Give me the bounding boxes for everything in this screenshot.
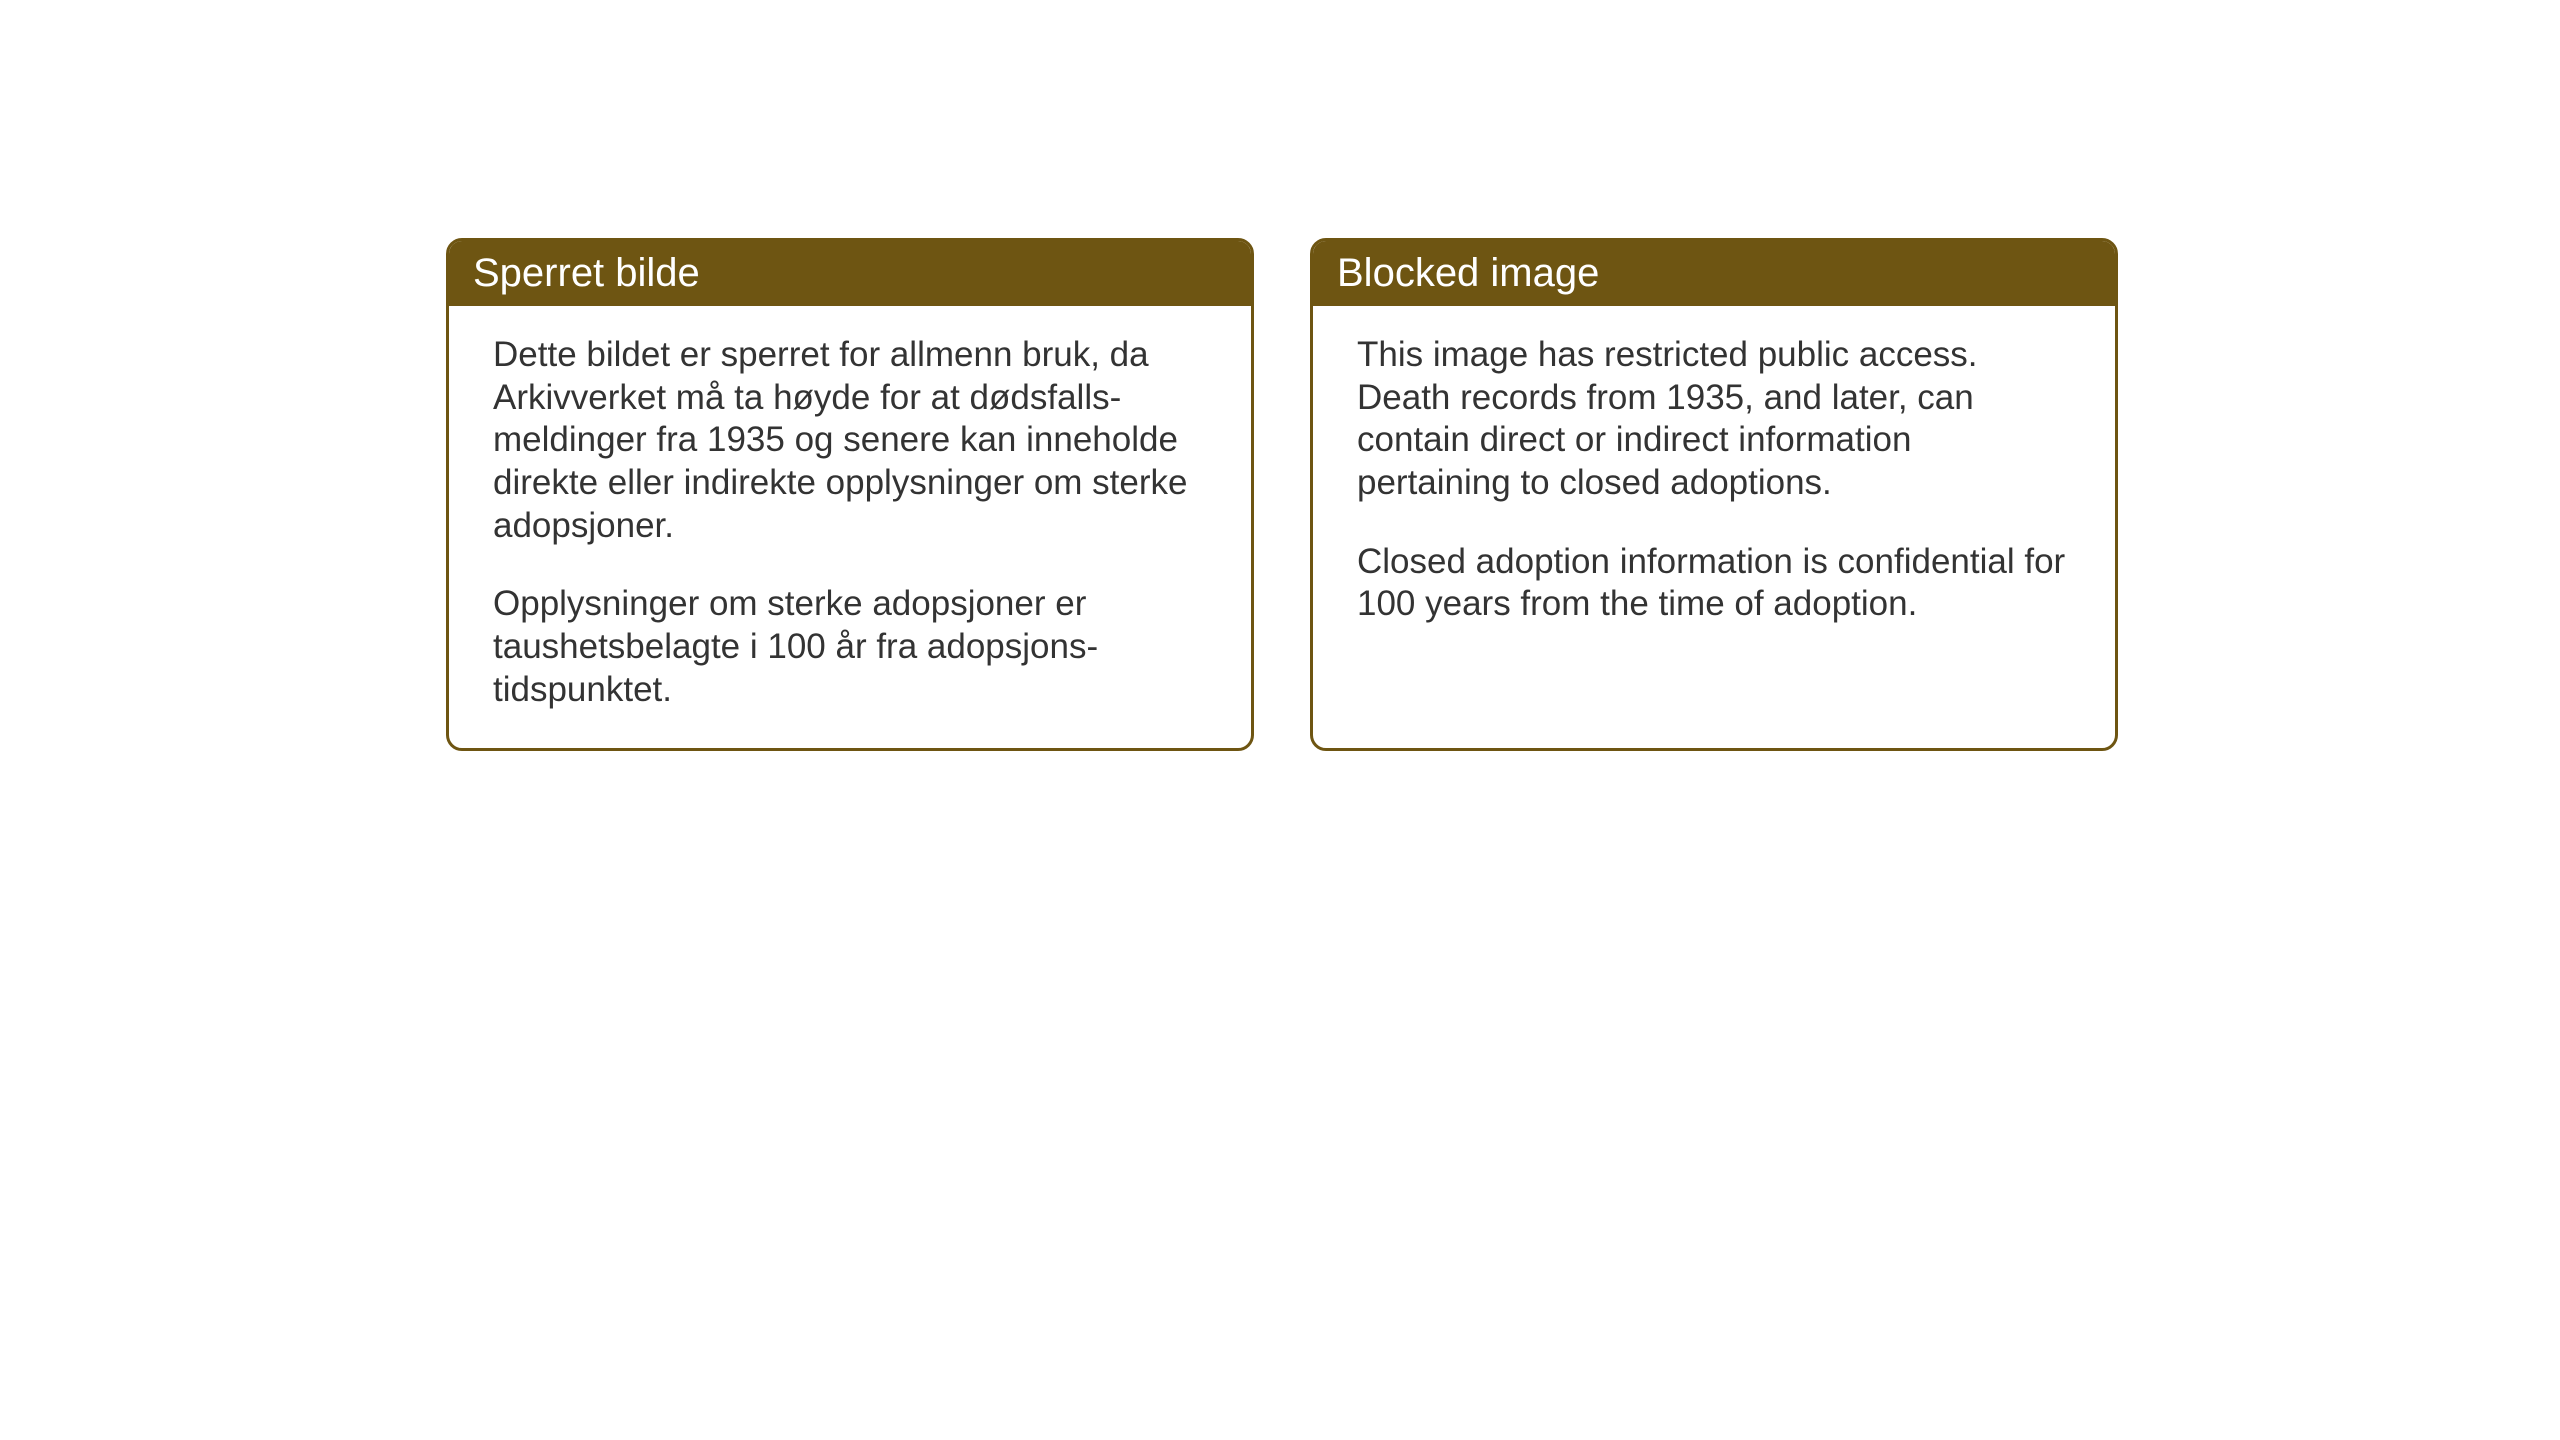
card-title: Blocked image xyxy=(1313,241,2115,306)
notice-card-english: Blocked image This image has restricted … xyxy=(1310,238,2118,751)
card-body: This image has restricted public access.… xyxy=(1313,306,2115,662)
card-paragraph: Opplysninger om sterke adopsjoner er tau… xyxy=(493,583,1207,711)
card-paragraph: This image has restricted public access.… xyxy=(1357,334,2071,505)
notice-card-norwegian: Sperret bilde Dette bildet er sperret fo… xyxy=(446,238,1254,751)
notice-container: Sperret bilde Dette bildet er sperret fo… xyxy=(446,238,2118,751)
card-paragraph: Closed adoption information is confident… xyxy=(1357,541,2071,626)
card-body: Dette bildet er sperret for allmenn bruk… xyxy=(449,306,1251,748)
card-paragraph: Dette bildet er sperret for allmenn bruk… xyxy=(493,334,1207,547)
card-title: Sperret bilde xyxy=(449,241,1251,306)
